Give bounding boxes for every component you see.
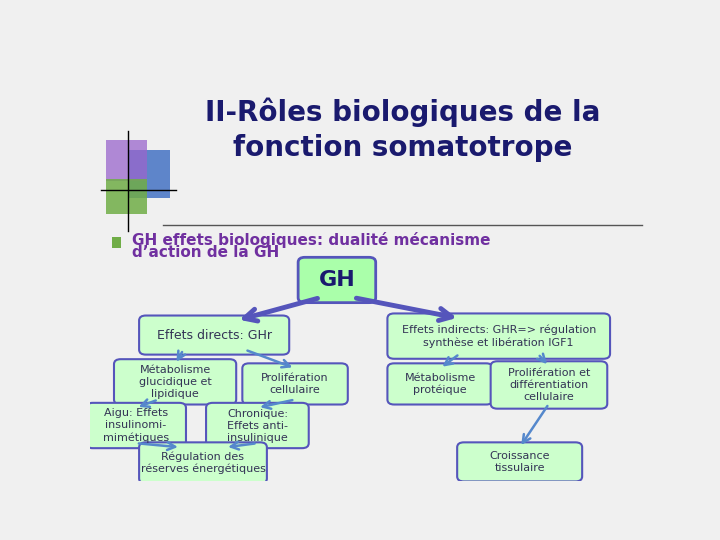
Text: GH: GH [318,270,355,290]
Text: Effets indirects: GHR=> régulation
synthèse et libération IGF1: Effets indirects: GHR=> régulation synth… [402,325,596,348]
Text: Prolifération et
différentiation
cellulaire: Prolifération et différentiation cellula… [508,368,590,402]
Text: GH effets biologiques: dualité mécanisme: GH effets biologiques: dualité mécanisme [132,232,490,248]
Text: d’action de la GH: d’action de la GH [132,245,279,260]
FancyBboxPatch shape [139,315,289,355]
FancyBboxPatch shape [106,179,148,214]
Text: Métabolisme
glucidique et
lipidique: Métabolisme glucidique et lipidique [139,365,212,399]
Text: Prolifération
cellulaire: Prolifération cellulaire [261,373,329,395]
FancyBboxPatch shape [106,140,148,181]
Text: fonction somatotrope: fonction somatotrope [233,134,572,162]
FancyBboxPatch shape [206,403,309,448]
FancyBboxPatch shape [112,238,121,248]
FancyBboxPatch shape [114,359,236,404]
FancyBboxPatch shape [139,442,267,483]
FancyBboxPatch shape [243,363,348,404]
Text: Effets directs: GHr: Effets directs: GHr [157,328,271,342]
FancyBboxPatch shape [298,258,376,302]
Text: Chronique:
Effets anti-
insulinique: Chronique: Effets anti- insulinique [227,408,288,442]
Text: Régulation des
réserves énergétiques: Régulation des réserves énergétiques [140,451,266,475]
FancyBboxPatch shape [387,363,493,404]
FancyBboxPatch shape [490,361,607,409]
Text: Aigu: Effets
insulinomi-
mimétiques: Aigu: Effets insulinomi- mimétiques [103,408,169,443]
FancyBboxPatch shape [128,150,170,198]
FancyBboxPatch shape [86,403,186,448]
Text: Croissance
tissulaire: Croissance tissulaire [490,451,550,473]
FancyBboxPatch shape [387,313,610,359]
Text: Métabolisme
protéique: Métabolisme protéique [405,373,476,395]
Text: II-Rôles biologiques de la: II-Rôles biologiques de la [204,98,600,127]
FancyBboxPatch shape [457,442,582,482]
